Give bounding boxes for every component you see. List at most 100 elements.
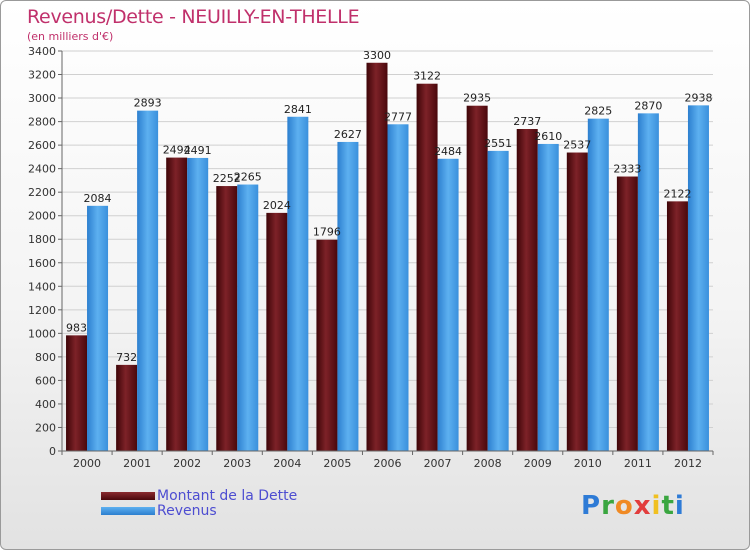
- bar-revenus: [87, 205, 109, 451]
- bar-revenus: [637, 113, 659, 452]
- bar-debt: [166, 157, 188, 451]
- data-label: 2484: [434, 145, 462, 158]
- bar-layer: [66, 62, 709, 452]
- bar-debt: [466, 105, 488, 452]
- y-tick-label: 1200: [28, 304, 56, 317]
- y-tick-label: 3400: [28, 45, 56, 58]
- x-tick-label: 2000: [73, 457, 101, 470]
- legend-item-debt: Montant de la Dette: [101, 488, 297, 504]
- data-label: 1796: [313, 226, 341, 239]
- y-tick-label: 3000: [28, 92, 56, 105]
- y-tick-label: 1600: [28, 257, 56, 270]
- bar-debt: [216, 186, 238, 451]
- y-tick-label: 1000: [28, 327, 56, 340]
- y-tick-label: 200: [35, 421, 56, 434]
- x-tick-label: 2012: [674, 457, 702, 470]
- x-tick-label: 2008: [474, 457, 502, 470]
- x-tick-label: 2002: [173, 457, 201, 470]
- x-tick-label: 2004: [273, 457, 301, 470]
- data-label: 2627: [334, 128, 362, 141]
- data-label: 2935: [463, 92, 491, 105]
- data-label: 2122: [663, 187, 691, 200]
- bar-revenus: [487, 150, 509, 451]
- bar-debt: [616, 176, 638, 451]
- logo-letter: i: [674, 491, 685, 521]
- legend-item-revenus: Revenus: [101, 503, 217, 519]
- y-tick-label: 0: [49, 445, 56, 458]
- data-label: 983: [66, 321, 87, 334]
- data-label: 2084: [84, 192, 112, 205]
- x-tick-label: 2011: [624, 457, 652, 470]
- bar-debt: [416, 83, 438, 452]
- logo-letter: t: [661, 491, 675, 521]
- data-label: 2024: [263, 199, 291, 212]
- x-tick-label: 2006: [374, 457, 402, 470]
- data-label: 2551: [484, 137, 512, 150]
- bar-revenus: [337, 141, 359, 452]
- axis-layer: 0 200 400 600 800 1000 1200 1400 1600 1800 2000 220…: [28, 45, 714, 470]
- x-tick-label: 2009: [524, 457, 552, 470]
- legend-label-revenus: Revenus: [157, 503, 217, 519]
- bar-revenus: [287, 116, 309, 451]
- bar-revenus: [437, 158, 459, 451]
- data-label: 2737: [513, 115, 541, 128]
- bar-debt: [516, 129, 538, 451]
- y-tick-label: 2600: [28, 139, 56, 152]
- chart-title: Revenus/Dette - NEUILLY-EN-THELLE: [27, 6, 360, 28]
- data-label: 2252: [213, 172, 241, 185]
- data-label: 2333: [613, 163, 641, 176]
- y-tick-label: 1400: [28, 280, 56, 293]
- bar-debt: [566, 152, 588, 451]
- chart-subtitle: (en milliers d'€): [27, 30, 114, 43]
- bar-revenus: [237, 184, 259, 451]
- logo-letter: i: [651, 491, 662, 521]
- logo-letter: o: [614, 491, 634, 521]
- bar-debt: [366, 62, 388, 451]
- data-label: 2825: [584, 105, 612, 118]
- y-tick-label: 2000: [28, 210, 56, 223]
- legend-swatch-revenus: [101, 507, 155, 515]
- data-label: 732: [116, 351, 137, 364]
- bar-revenus: [587, 118, 609, 451]
- y-tick-label: 1800: [28, 233, 56, 246]
- y-tick-label: 600: [35, 374, 56, 387]
- bar-revenus: [537, 143, 559, 452]
- y-tick-label: 2800: [28, 116, 56, 129]
- logo-letter: x: [633, 491, 652, 521]
- bar-revenus: [137, 110, 159, 451]
- bar-debt: [316, 239, 338, 451]
- logo-letter: P: [581, 491, 602, 521]
- proxiti-logo: Proxiti: [581, 491, 685, 521]
- bar-debt: [116, 364, 138, 451]
- data-label: 2265: [234, 171, 262, 184]
- data-label: 2870: [634, 99, 662, 112]
- data-label: 2610: [534, 130, 562, 143]
- bar-debt: [66, 335, 88, 451]
- data-label: 2938: [684, 91, 712, 104]
- data-label: 2893: [134, 97, 162, 110]
- y-tick-label: 3200: [28, 69, 56, 82]
- x-tick-label: 2007: [424, 457, 452, 470]
- bar-revenus: [687, 105, 709, 452]
- data-label: 2841: [284, 103, 312, 116]
- y-tick-label: 2400: [28, 163, 56, 176]
- bar-debt: [666, 201, 688, 451]
- data-label: 2491: [184, 144, 212, 157]
- y-tick-label: 2200: [28, 186, 56, 199]
- bar-revenus: [387, 124, 409, 451]
- y-tick-label: 400: [35, 398, 56, 411]
- bar-debt: [266, 212, 288, 451]
- data-label: 3300: [363, 49, 391, 62]
- bar-revenus: [187, 157, 209, 452]
- data-label: 2537: [563, 139, 591, 152]
- data-label: 2494: [163, 144, 191, 157]
- y-tick-label: 800: [35, 351, 56, 364]
- x-tick-label: 2001: [123, 457, 151, 470]
- x-tick-label: 2005: [323, 457, 351, 470]
- data-label: 2777: [384, 110, 412, 123]
- legend-label-debt: Montant de la Dette: [157, 488, 298, 504]
- x-tick-label: 2003: [223, 457, 251, 470]
